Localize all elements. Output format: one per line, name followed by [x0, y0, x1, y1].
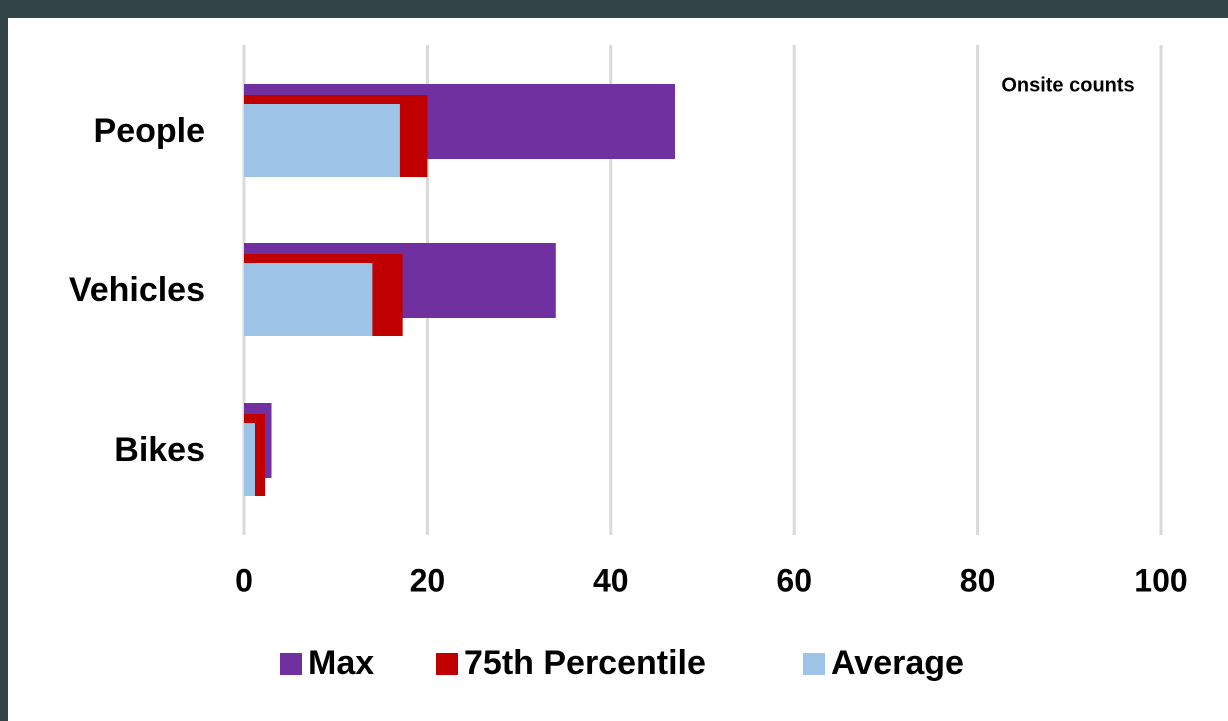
legend-swatch: [280, 653, 302, 675]
legend-swatch: [803, 653, 825, 675]
y-tick-label: Bikes: [114, 431, 205, 469]
x-tick-label: 20: [410, 562, 446, 598]
legend-swatch: [436, 653, 458, 675]
x-tick-label: 100: [1134, 562, 1187, 598]
legend-label: Max: [308, 644, 374, 682]
bar: [244, 104, 400, 177]
y-tick-label: People: [94, 112, 205, 150]
x-tick-label: 40: [593, 562, 629, 598]
x-tick-label: 80: [960, 562, 996, 598]
bar: [244, 423, 256, 496]
y-tick-label: Vehicles: [69, 271, 205, 309]
bar: [244, 263, 373, 336]
x-tick-label: 60: [776, 562, 812, 598]
x-tick-label: 0: [235, 562, 253, 598]
annotation: Onsite counts: [1001, 74, 1134, 96]
legend-label: 75th Percentile: [464, 644, 706, 682]
legend-label: Average: [831, 644, 964, 682]
